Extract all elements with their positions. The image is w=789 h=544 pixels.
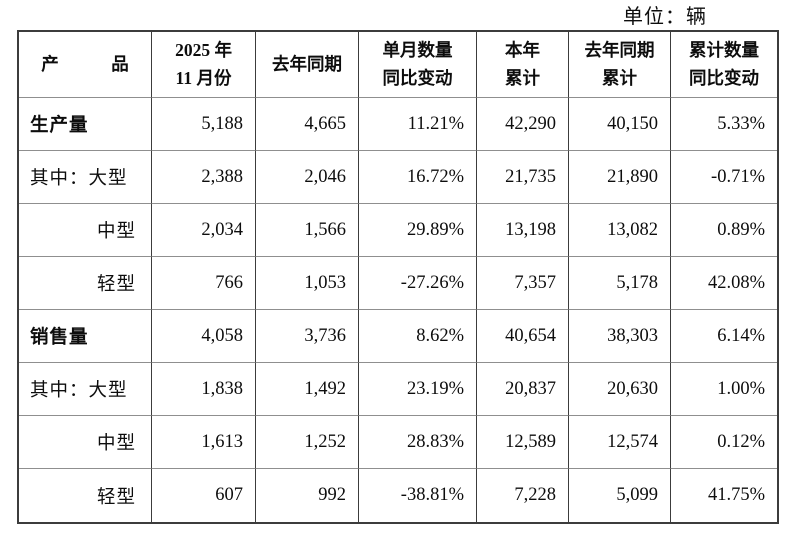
header-cell-monthly-yoy-change: 单月数量 同比变动 <box>359 32 477 98</box>
table-body: 生产量 5,188 4,665 11.21% 42,290 40,150 5.3… <box>19 98 777 522</box>
row-label-cell: 销售量 <box>19 310 152 363</box>
table-row: 轻型 607 992 -38.81% 7,228 5,099 41.75% <box>19 469 777 522</box>
header-cell-product: 产 品 <box>19 32 152 98</box>
value-cell: 1,492 <box>256 363 359 416</box>
row-label-cell: 轻型 <box>19 257 152 310</box>
value-cell: 6.14% <box>671 310 777 363</box>
value-cell: 1,838 <box>152 363 256 416</box>
value-cell: -38.81% <box>359 469 477 522</box>
value-cell: -27.26% <box>359 257 477 310</box>
value-cell: 42.08% <box>671 257 777 310</box>
value-cell: 41.75% <box>707 485 765 505</box>
unit-label: 单位：辆 <box>623 6 707 28</box>
value-cell: 1,613 <box>152 416 256 469</box>
row-label-cell: 中型 <box>19 416 152 469</box>
header-cell-current-month: 2025 年 11 月份 <box>152 32 256 98</box>
header-cell-prior-ytd-total: 去年同期 累计 <box>569 32 671 98</box>
row-label-cell: 中型 <box>19 204 152 257</box>
header-cell-prior-year-month: 去年同期 <box>256 32 359 98</box>
value-cell: 38,303 <box>569 310 671 363</box>
value-cell: 7,357 <box>477 257 569 310</box>
value-cell: 5.33% <box>671 98 777 151</box>
value-cell: 1,566 <box>256 204 359 257</box>
table-row: 轻型 766 1,053 -27.26% 7,357 5,178 42.08% <box>19 257 777 310</box>
value-cell: 12,574 <box>569 416 671 469</box>
value-cell: 12,589 <box>477 416 569 469</box>
value-cell: 766 <box>152 257 256 310</box>
value-cell: 23.19% <box>359 363 477 416</box>
value-cell: 992 <box>256 469 359 522</box>
value-cell: 21,890 <box>569 151 671 204</box>
value-cell: 28.83% <box>359 416 477 469</box>
value-cell: 0.12% <box>671 416 777 469</box>
table-row: 中型 2,034 1,566 29.89% 13,198 13,082 0.89… <box>19 204 777 257</box>
value-cell: 1,053 <box>256 257 359 310</box>
value-cell: 13,198 <box>477 204 569 257</box>
value-cell: 16.72% <box>359 151 477 204</box>
production-sales-table: 产 品 2025 年 11 月份 去年同期 单月数量 同比变动 本年 累计 去年… <box>17 30 779 524</box>
value-cell: 40,150 <box>569 98 671 151</box>
value-cell: 13,082 <box>569 204 671 257</box>
value-cell: 40,654 <box>477 310 569 363</box>
table-row: 其中：大型 2,388 2,046 16.72% 21,735 21,890 -… <box>19 151 777 204</box>
value-cell: 3,736 <box>256 310 359 363</box>
value-cell: 1.00% <box>671 363 777 416</box>
value-cell: 2,046 <box>256 151 359 204</box>
table-row: 生产量 5,188 4,665 11.21% 42,290 40,150 5.3… <box>19 98 777 151</box>
value-cell: 2,388 <box>152 151 256 204</box>
value-cell: 11.21% <box>359 98 477 151</box>
value-cell: 42,290 <box>477 98 569 151</box>
value-cell: 5,099 <box>569 469 671 522</box>
table-row: 销售量 4,058 3,736 8.62% 40,654 38,303 6.14… <box>19 310 777 363</box>
value-cell: 21,735 <box>477 151 569 204</box>
value-cell: 20,837 <box>477 363 569 416</box>
table-row: 其中：大型 1,838 1,492 23.19% 20,837 20,630 1… <box>19 363 777 416</box>
table-row: 中型 1,613 1,252 28.83% 12,589 12,574 0.12… <box>19 416 777 469</box>
value-cell: 1,252 <box>256 416 359 469</box>
value-cell: 4,665 <box>256 98 359 151</box>
value-cell: 8.62% <box>359 310 477 363</box>
value-cell: 5,178 <box>569 257 671 310</box>
header-cell-ytd-total: 本年 累计 <box>477 32 569 98</box>
value-cell: 4,058 <box>152 310 256 363</box>
value-cell: 7,228 <box>477 469 569 522</box>
row-label-cell: 生产量 <box>19 98 152 151</box>
value-cell: 607 <box>152 469 256 522</box>
value-cell: 2,034 <box>152 204 256 257</box>
row-label-cell: 其中：大型 <box>19 363 152 416</box>
value-cell: 20,630 <box>569 363 671 416</box>
value-cell: 0.89% <box>671 204 777 257</box>
value-cell: 29.89% <box>359 204 477 257</box>
table-header-row: 产 品 2025 年 11 月份 去年同期 单月数量 同比变动 本年 累计 去年… <box>19 32 777 98</box>
row-label-cell: 轻型 <box>19 469 152 522</box>
value-cell: 5,188 <box>152 98 256 151</box>
row-label-cell: 其中：大型 <box>19 151 152 204</box>
value-cell: -0.71% <box>671 151 777 204</box>
header-cell-ytd-yoy-change: 累计数量 同比变动 <box>671 32 777 98</box>
